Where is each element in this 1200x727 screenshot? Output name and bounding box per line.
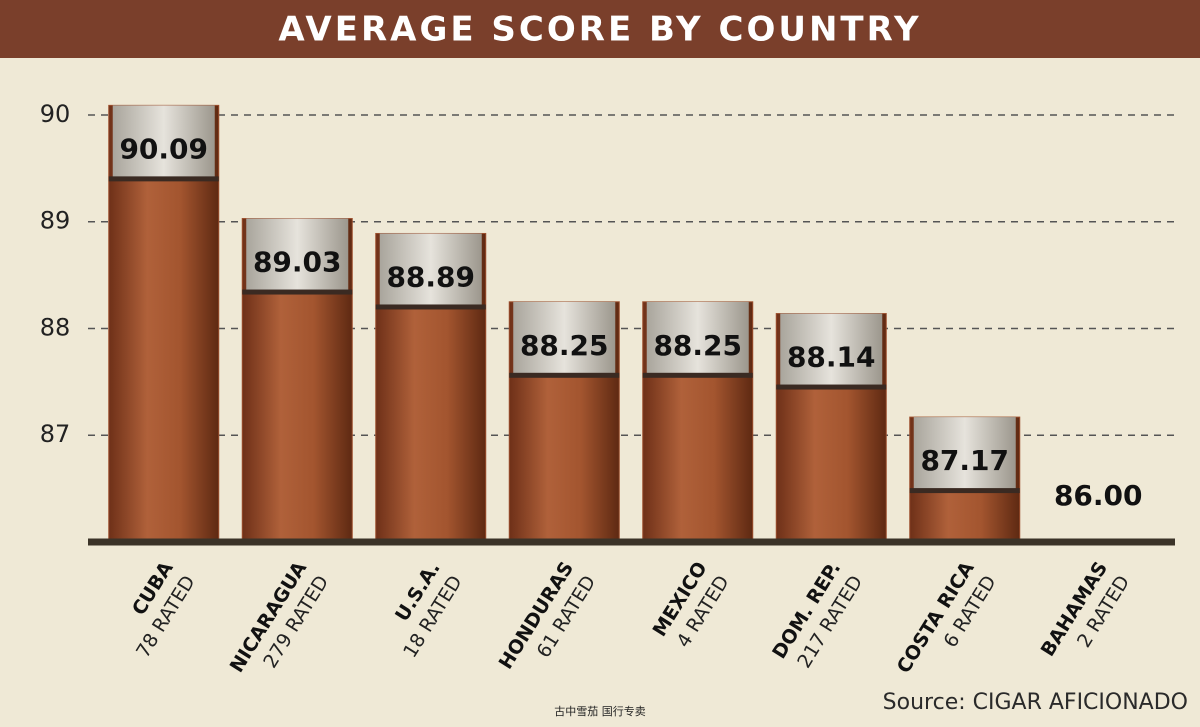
title-band xyxy=(0,0,1200,58)
burn-line xyxy=(776,384,887,390)
y-tick-label: 88 xyxy=(40,313,71,341)
burn-line xyxy=(642,372,753,378)
burn-line xyxy=(108,176,219,182)
chart-title: AVERAGE SCORE BY COUNTRY xyxy=(278,10,921,50)
burn-line xyxy=(242,289,353,295)
y-tick-label: 90 xyxy=(40,100,71,128)
value-label: 88.14 xyxy=(787,341,876,374)
value-label: 87.17 xyxy=(920,444,1009,477)
value-label: 90.09 xyxy=(119,132,208,165)
ash-cap xyxy=(913,417,1016,493)
watermark: 古中雪茄 国行专卖 xyxy=(554,704,646,718)
ash-cap xyxy=(379,233,482,309)
y-tick-label: 89 xyxy=(40,207,71,235)
value-label: 88.25 xyxy=(653,329,742,362)
y-tick-label: 87 xyxy=(40,420,71,448)
ash-cap xyxy=(646,301,749,377)
ash-cap xyxy=(112,105,215,181)
burn-line xyxy=(909,488,1020,494)
value-label: 89.03 xyxy=(253,246,342,279)
burn-line xyxy=(509,372,620,378)
burn-line xyxy=(375,304,486,310)
source: Source: CIGAR AFICIONADO xyxy=(883,690,1188,715)
value-label: 86.00 xyxy=(1054,479,1143,512)
ash-cap xyxy=(780,313,883,389)
ash-cap xyxy=(246,218,349,294)
value-label: 88.89 xyxy=(386,260,475,293)
value-label: 88.25 xyxy=(520,329,609,362)
ash-cap xyxy=(513,301,616,377)
